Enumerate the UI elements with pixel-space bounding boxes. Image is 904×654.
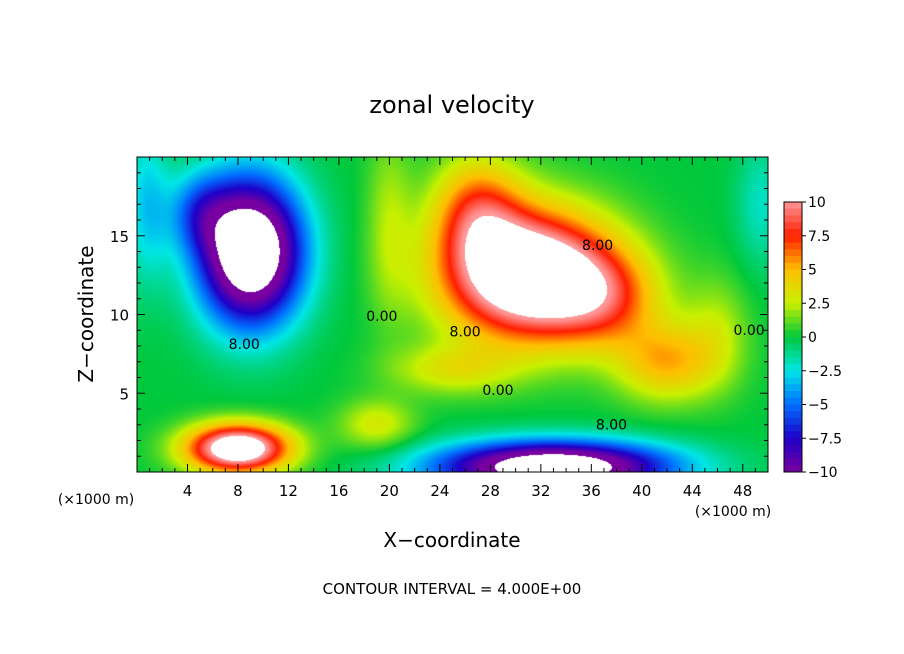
colorbar-swatch-13 xyxy=(784,289,802,297)
y-tick-label-5: 5 xyxy=(119,385,129,403)
x-tick-label-48: 48 xyxy=(733,482,752,500)
colorbar-swatch-27 xyxy=(784,384,802,392)
colorbar-swatch-22 xyxy=(784,350,802,358)
x-tick-label-36: 36 xyxy=(582,482,601,500)
colorbar-tick-label-0: 10 xyxy=(808,195,826,211)
contour-label-0: 8.00 xyxy=(582,238,613,254)
colorbar-swatch-2 xyxy=(784,215,802,223)
x-tick-label-28: 28 xyxy=(481,482,500,500)
colorbar-swatch-5 xyxy=(784,235,802,243)
colorbar-swatch-11 xyxy=(784,276,802,284)
colorbar-swatch-33 xyxy=(784,424,802,432)
x-tick-label-20: 20 xyxy=(380,482,399,500)
colorbar-swatch-26 xyxy=(784,377,802,385)
x-tick-label-24: 24 xyxy=(430,482,449,500)
colorbar-tick-label-4: 0 xyxy=(808,330,817,346)
x-tick-label-16: 16 xyxy=(329,482,348,500)
x-tick-label-4: 4 xyxy=(183,482,193,500)
colorbar-swatch-29 xyxy=(784,397,802,405)
contour-label-5: 0.00 xyxy=(482,383,513,399)
colorbar-swatch-16 xyxy=(784,310,802,318)
y-axis: 5 10 15 xyxy=(110,172,768,457)
plot-area: 8.000.008.008.000.000.008.00 4 8 12 16 20 24 2… xyxy=(110,156,769,500)
y-tick-label-10: 10 xyxy=(110,307,129,325)
y-axis-label: Z−coordinate xyxy=(74,245,98,382)
x-tick-label-8: 8 xyxy=(233,482,243,500)
colorbar-swatch-37 xyxy=(784,451,802,459)
colorbar-swatch-38 xyxy=(784,458,802,466)
colorbar-swatch-23 xyxy=(784,357,802,365)
colorbar-tick-label-5: −2.5 xyxy=(808,364,842,380)
colorbar-tick-label-1: 7.5 xyxy=(808,229,830,245)
colorbar-tick-label-6: −5 xyxy=(808,398,829,414)
contour-label-6: 8.00 xyxy=(596,417,627,433)
colorbar-swatch-28 xyxy=(784,391,802,399)
heatmap-field xyxy=(137,157,768,472)
colorbar-swatch-32 xyxy=(784,418,802,426)
colorbar-swatch-24 xyxy=(784,364,802,372)
colorbar-swatch-30 xyxy=(784,404,802,412)
colorbar-swatch-21 xyxy=(784,343,802,351)
heatmap-field-container xyxy=(137,157,768,472)
colorbar-swatch-15 xyxy=(784,303,802,311)
colorbar-swatch-19 xyxy=(784,330,802,338)
colorbar-swatch-9 xyxy=(784,262,802,270)
x-unit-left: (×1000 m) xyxy=(58,492,134,508)
colorbar-swatch-12 xyxy=(784,283,802,291)
colorbar-tick-label-7: −7.5 xyxy=(808,431,842,447)
contour-label-1: 0.00 xyxy=(366,309,397,325)
x-axis: 4 8 12 16 20 24 28 32 36 40 44 48 xyxy=(149,157,756,500)
x-tick-label-44: 44 xyxy=(683,482,702,500)
contour-interval-note: CONTOUR INTERVAL = 4.000E+00 xyxy=(323,580,582,598)
colorbar: 10 7.5 5 2.5 0 −2.5 −5 −7.5 −10 xyxy=(783,195,842,481)
colorbar-swatch-6 xyxy=(784,242,802,250)
colorbar-tick-label-3: 2.5 xyxy=(808,296,830,312)
colorbar-swatch-14 xyxy=(784,296,802,304)
colorbar-tick-label-2: 5 xyxy=(808,263,817,279)
x-axis-label: X−coordinate xyxy=(383,528,520,552)
colorbar-swatch-18 xyxy=(784,323,802,331)
colorbar-swatch-17 xyxy=(784,316,802,324)
colorbar-swatch-36 xyxy=(784,445,802,453)
x-tick-label-32: 32 xyxy=(531,482,550,500)
colorbar-swatch-1 xyxy=(784,208,802,216)
colorbar-swatch-20 xyxy=(784,337,802,345)
contour-label-2: 8.00 xyxy=(450,325,481,341)
colorbar-tick-label-8: −10 xyxy=(808,465,838,481)
colorbar-swatch-25 xyxy=(784,370,802,378)
contour-labels: 8.00 0.00 8.00 8.00 0.00 0.00 8.00 xyxy=(229,238,765,434)
chart-title: zonal velocity xyxy=(369,91,534,119)
x-unit-right: (×1000 m) xyxy=(695,504,771,520)
colorbar-swatch-7 xyxy=(784,249,802,257)
y-tick-label-15: 15 xyxy=(110,228,129,246)
x-tick-label-40: 40 xyxy=(632,482,651,500)
colorbar-swatch-35 xyxy=(784,438,802,446)
colorbar-swatch-0 xyxy=(784,202,802,210)
contour-label-3: 8.00 xyxy=(229,337,260,353)
colorbar-swatch-34 xyxy=(784,431,802,439)
contour-label-4: 0.00 xyxy=(733,323,764,339)
colorbar-swatch-31 xyxy=(784,411,802,419)
colorbar-swatch-4 xyxy=(784,229,802,237)
colorbar-swatch-39 xyxy=(784,465,802,473)
colorbar-swatch-8 xyxy=(784,256,802,264)
colorbar-swatch-3 xyxy=(784,222,802,230)
x-tick-label-12: 12 xyxy=(279,482,298,500)
colorbar-swatch-10 xyxy=(784,269,802,277)
